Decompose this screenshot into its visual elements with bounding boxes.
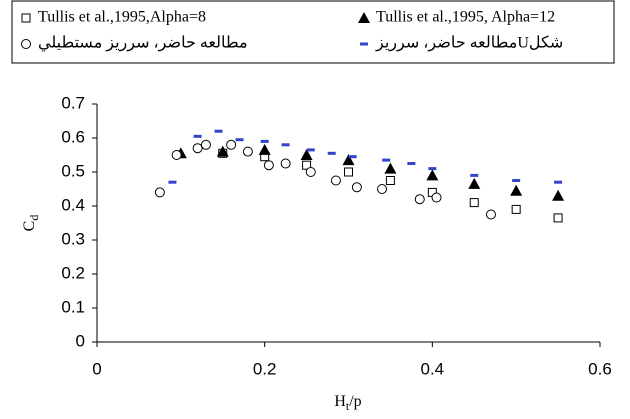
point-circle <box>200 139 211 150</box>
y-axis-title-main: C <box>21 221 38 232</box>
point-dash <box>193 134 202 138</box>
legend-marker <box>21 39 31 49</box>
point-triangle <box>426 169 439 181</box>
y-tick-label: 0.6 <box>61 127 85 146</box>
y-tick-label: 0.4 <box>61 195 85 214</box>
point-dash <box>168 180 177 184</box>
point-circle <box>192 143 203 154</box>
point-dash <box>428 167 437 171</box>
point-triangle <box>300 149 313 160</box>
point-dash <box>306 148 315 152</box>
point-dash <box>512 179 521 182</box>
point-circle <box>280 158 291 169</box>
point-square <box>469 198 479 208</box>
y-axis-title: Cd <box>21 215 41 232</box>
legend-label: Tullis et al.,1995, Alpha=12 <box>376 9 555 26</box>
point-dash <box>214 129 223 133</box>
point-circle <box>226 139 237 150</box>
point-dash <box>348 155 357 159</box>
x-tick-label: 0.2 <box>253 359 277 378</box>
legend-label: مطالعه حاضر، سرريز مستطيلي <box>38 35 248 52</box>
legend-marker <box>360 42 368 46</box>
point-dash <box>470 173 479 177</box>
y-tick-label: 0 <box>76 331 85 350</box>
point-dash <box>281 143 290 147</box>
point-square <box>344 167 353 177</box>
point-circle <box>330 175 341 186</box>
x-axis-title: Ht/p <box>334 393 361 413</box>
point-triangle <box>258 143 271 155</box>
point-dash <box>235 138 244 142</box>
point-dash <box>382 158 391 162</box>
point-square <box>553 213 563 223</box>
point-dash <box>554 180 563 184</box>
x-tick-label: 0.4 <box>421 359 445 378</box>
point-triangle <box>510 184 523 196</box>
y-tick-label: 0.5 <box>61 161 85 180</box>
point-circle <box>414 194 425 205</box>
point-circle <box>486 209 497 220</box>
point-dash <box>327 151 336 155</box>
point-square <box>302 160 312 170</box>
point-triangle <box>384 162 397 174</box>
x-tick-label: 0.6 <box>588 359 612 378</box>
legend-label: مطالعه حاضر، سرريزUشكل <box>375 35 563 52</box>
point-triangle <box>552 189 565 201</box>
legend-marker <box>21 13 31 23</box>
point-circle <box>242 146 253 157</box>
x-axis-title-main: H <box>334 393 346 410</box>
y-axis-title-sub: d <box>27 215 41 221</box>
y-tick-label: 0.2 <box>61 263 85 282</box>
point-triangle <box>342 154 355 166</box>
point-circle <box>351 182 362 193</box>
point-circle <box>305 167 316 177</box>
y-tick-label: 0.1 <box>61 297 85 316</box>
x-axis-title-sub: t <box>346 399 350 413</box>
legend-box <box>11 0 615 64</box>
point-circle <box>171 150 182 160</box>
point-circle <box>263 160 274 171</box>
point-triangle <box>468 177 481 189</box>
legend-marker <box>358 12 370 23</box>
point-triangle <box>216 145 229 157</box>
x-axis-title-suffix: /p <box>349 393 361 410</box>
y-tick-label: 0.7 <box>61 93 85 112</box>
point-circle <box>154 187 165 198</box>
point-circle <box>377 184 388 194</box>
point-dash <box>260 139 269 143</box>
x-tick-label: 0 <box>92 359 101 378</box>
point-square <box>385 176 395 185</box>
point-dash <box>407 162 416 165</box>
y-tick-label: 0.3 <box>61 229 85 248</box>
point-circle <box>431 192 442 203</box>
point-square <box>511 204 521 214</box>
legend-label: Tullis et al.,1995,Alpha=8 <box>38 9 206 26</box>
